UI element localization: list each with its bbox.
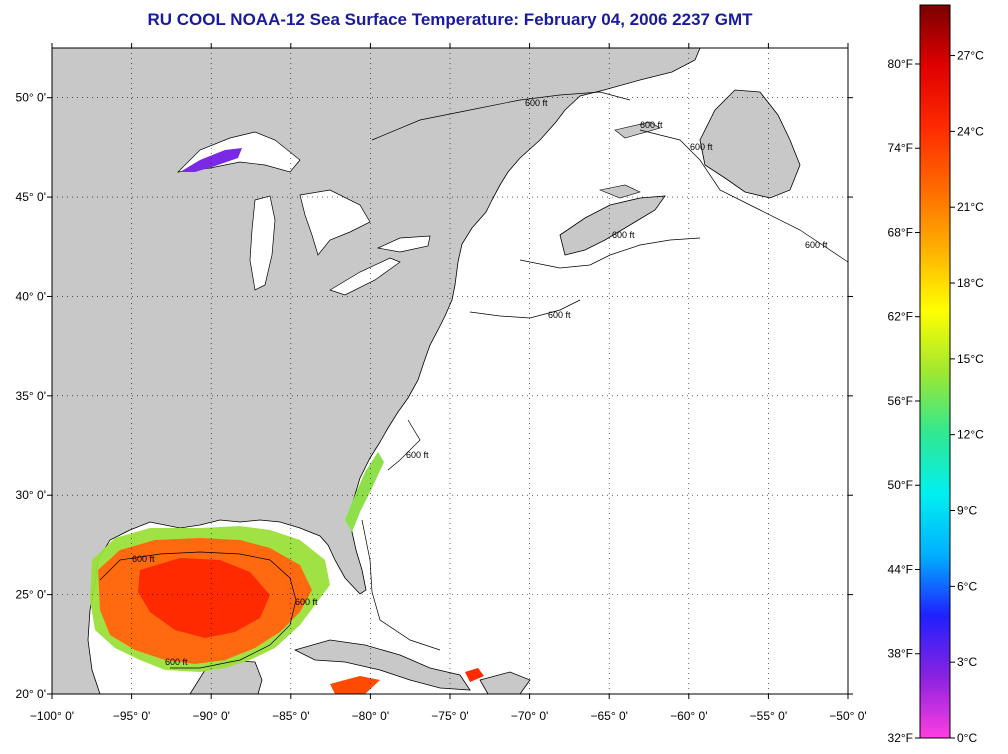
land-maritimes [559,195,666,256]
contour-label: 600 ft [548,310,571,320]
colorbar-celsius-label: 9°C [957,504,977,518]
depth-contours [99,91,848,669]
longitude-tick-label: −75° 0' [431,709,468,723]
contour-label: 600 ft [690,142,713,152]
land-cuba [293,639,471,691]
colorbar-celsius-labels: 27°C 24°C 21°C 18°C 15°C 12°C 9°C 6°C 3°C 0°C [950,49,984,745]
contour-label: 600 ft [612,230,635,240]
colorbar-fahrenheit-labels: 80°F 74°F 68°F 62°F 56°F 50°F 44°F 38°F 32°F [888,57,920,745]
colorbar-celsius-label: 0°C [957,731,977,745]
latitude-tick-label: 40° 0' [16,289,46,303]
longitude-tick-label: −85° 0' [272,709,309,723]
longitude-tick-label: −95° 0' [113,709,150,723]
longitude-tick-label: −50° 0' [829,709,866,723]
longitude-tick-label: −80° 0' [352,709,389,723]
contour-label: 600 ft [640,120,663,130]
colorbar-fahrenheit-label: 56°F [888,394,913,408]
longitude-tick-label: −55° 0' [750,709,787,723]
land-anticosti [614,121,661,139]
longitude-tick-label: −90° 0' [192,709,229,723]
colorbar-celsius-label: 18°C [957,276,984,290]
longitude-tick-label: −100° 0' [30,709,74,723]
lake-erie [329,257,401,296]
sst-florida-east [345,452,384,532]
colorbar-fahrenheit-label: 50°F [888,478,913,492]
longitude-tick-label: −60° 0' [670,709,707,723]
latitude-tick-label: 30° 0' [16,488,46,502]
contour-label: 600 ft [525,98,548,108]
colorbar-fahrenheit-label: 62°F [888,310,913,324]
latitude-labels: 50° 0' 45° 0' 40° 0' 35° 0' 30° 0' 25° 0' 20° … [16,91,46,701]
colorbar-fahrenheit-label: 80°F [888,57,913,71]
colorbar-celsius-label: 3°C [957,655,977,669]
land-hispaniola [479,671,531,694]
map-title: RU COOL NOAA-12 Sea Surface Temperature:… [147,10,753,29]
colorbar-celsius-label: 12°C [957,428,984,442]
contour-label: 600 ft [295,597,318,607]
longitude-tick-label: −70° 0' [511,709,548,723]
colorbar-celsius-label: 15°C [957,352,984,366]
temperature-colorbar [919,4,951,739]
sst-caribbean-patch-2 [465,668,484,682]
land-newfoundland [699,89,801,199]
land-pei [598,184,641,199]
lake-michigan [249,195,276,291]
contour-label: 600 ft [132,554,155,564]
latitude-tick-label: 25° 0' [16,588,46,602]
latitude-tick-label: 45° 0' [16,190,46,204]
map-area[interactable]: 600 ft 600 ft 600 ft 600 ft 600 ft 600 f… [52,48,848,694]
sst-lake-superior-patch [180,148,242,172]
sst-gulf-core [138,558,270,638]
axis-ticks [47,43,853,699]
latitude-tick-label: 20° 0' [16,687,46,701]
colorbar-fahrenheit-label: 32°F [888,731,913,745]
colorbar-fahrenheit-label: 38°F [888,647,913,661]
contour-label: 600 ft [805,240,828,250]
colorbar-celsius-label: 6°C [957,579,977,593]
lake-huron [299,189,371,256]
colorbar-celsius-label: 21°C [957,200,984,214]
contour-label: 600 ft [406,450,429,460]
sst-caribbean-patch [330,676,380,694]
colorbar-celsius-label: 24°C [957,124,984,138]
latitude-tick-label: 50° 0' [16,91,46,105]
colorbar-fahrenheit-label: 68°F [888,225,913,239]
latitude-tick-label: 35° 0' [16,389,46,403]
colorbar-fahrenheit-label: 74°F [888,141,913,155]
contour-labels: 600 ft 600 ft 600 ft 600 ft 600 ft 600 f… [132,98,828,667]
colorbar-celsius-label: 27°C [957,49,984,63]
longitude-labels: −100° 0' −95° 0' −90° 0' −85° 0' −80° 0' −75°… [30,709,867,723]
lake-ontario [376,235,431,253]
contour-label: 600 ft [165,657,188,667]
longitude-tick-label: −65° 0' [590,709,627,723]
land-north-america [52,48,701,694]
colorbar-fahrenheit-label: 44°F [888,562,913,576]
